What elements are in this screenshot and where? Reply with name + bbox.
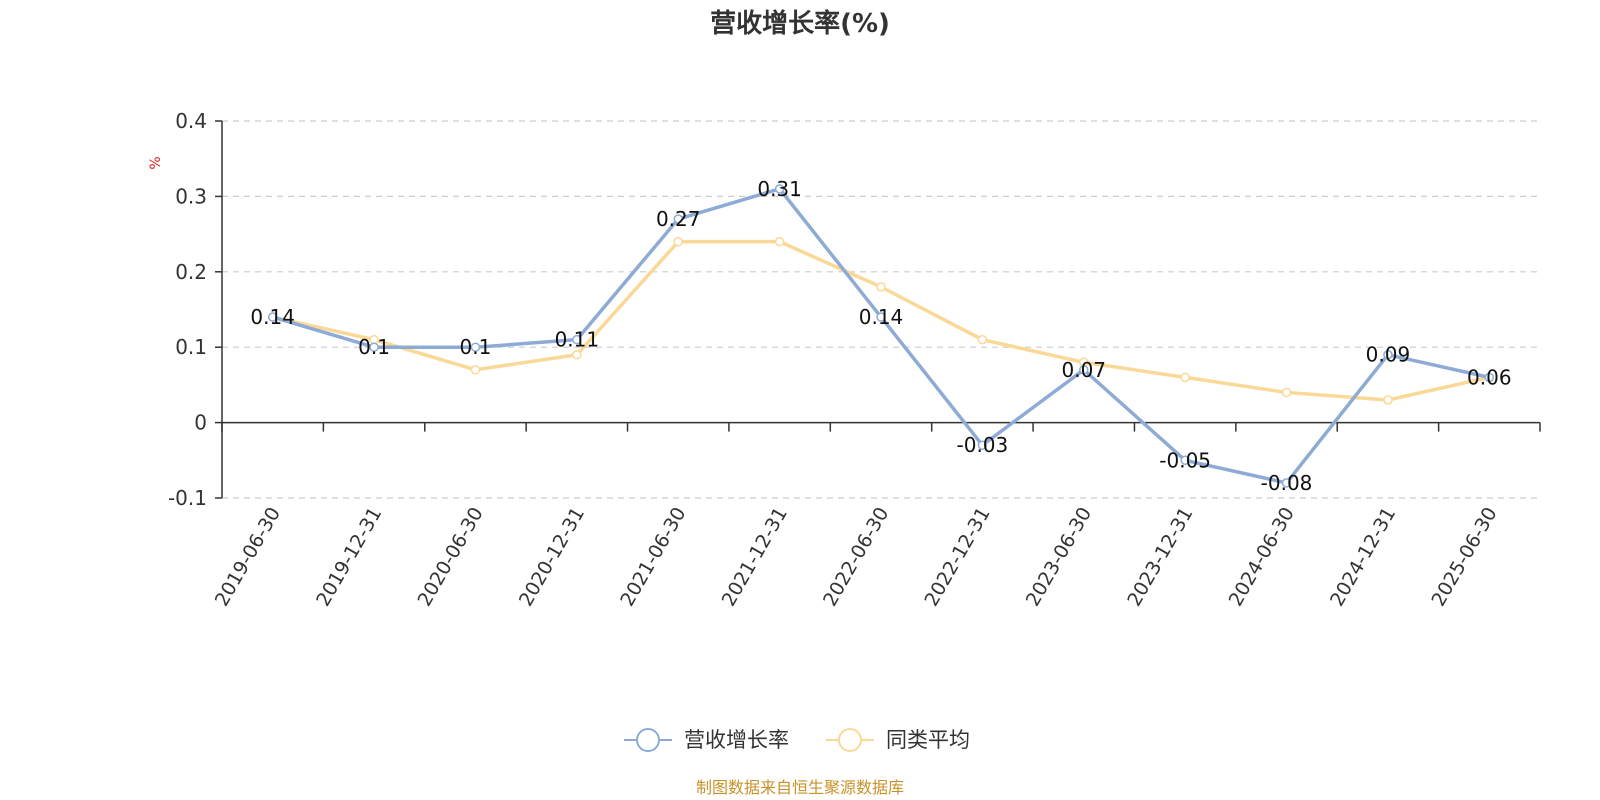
data-label: -0.03 [957,433,1009,457]
x-tick-label: 2021-12-31 [718,504,792,611]
data-point-revenue-growth[interactable] [774,184,785,194]
x-tick-label: 2019-12-31 [312,504,386,611]
data-label: 0.14 [859,305,904,329]
legend-label-revenue-growth: 营收增长率 [684,728,789,752]
x-tick-label: 2022-06-30 [819,504,893,611]
data-point-revenue-growth[interactable] [977,440,988,450]
data-point-revenue-growth[interactable] [1383,349,1393,360]
data-point-peer-average[interactable] [876,282,886,292]
data-point-revenue-growth[interactable] [876,312,886,322]
data-point-peer-average[interactable] [572,349,582,360]
data-point-peer-average[interactable] [673,236,683,247]
legend-marker-revenue-growth [636,728,660,752]
data-point-peer-average[interactable] [977,334,988,345]
data-point-revenue-growth[interactable] [267,312,278,322]
data-point-revenue-growth[interactable] [572,334,582,345]
data-label: -0.08 [1261,471,1313,495]
data-point-peer-average[interactable] [1180,372,1190,383]
y-tick-label: 0.2 [175,260,207,284]
data-point-peer-average[interactable] [1383,395,1393,405]
y-tick-label: 0.1 [175,335,207,359]
data-point-revenue-growth[interactable] [369,342,379,352]
data-point-peer-average[interactable] [470,365,481,375]
chart-title: 营收增长率(%) [710,8,890,39]
data-label: 0.31 [757,177,802,201]
y-tick-label: -0.1 [168,486,207,510]
x-tick-label: 2019-06-30 [211,504,285,611]
y-tick-label: 0 [194,411,207,435]
x-tick-label: 2023-06-30 [1022,504,1096,611]
x-tick-label: 2024-12-31 [1326,504,1400,611]
data-label: 0.27 [656,207,701,231]
y-tick-label: 0.3 [175,184,207,208]
data-label: 0.06 [1467,365,1512,389]
data-label: 0.1 [358,335,390,359]
legend-marker-peer-average [838,728,862,752]
x-tick-label: 2023-12-31 [1123,504,1197,611]
data-point-revenue-growth[interactable] [1180,455,1190,466]
x-tick-label: 2024-06-30 [1225,504,1299,611]
x-tick-label: 2020-06-30 [414,504,488,611]
y-axis-unit: % [148,156,164,169]
data-label: 0.14 [250,305,295,329]
data-point-revenue-growth[interactable] [1281,478,1292,488]
data-point-peer-average[interactable] [1281,387,1292,398]
series-lines [267,184,1495,488]
data-label: 0.07 [1062,358,1107,382]
legend[interactable]: 营收增长率 同类平均 [624,728,970,752]
data-label: 0.09 [1366,343,1411,367]
data-point-revenue-growth[interactable] [673,214,683,224]
legend-label-peer-average: 同类平均 [886,728,970,752]
data-point-revenue-growth[interactable] [1079,365,1089,375]
x-tick-label: 2020-12-31 [515,504,589,611]
x-tick-label: 2021-06-30 [616,504,690,611]
data-labels: 0.14 0.1 0.1 0.11 0.27 0.31 0.14 -0.03 0.07 -0.05… [250,177,1511,495]
legend-item-revenue-growth[interactable]: 营收增长率 [624,728,789,752]
data-point-peer-average[interactable] [774,236,785,247]
x-tick-label: 2025-06-30 [1427,504,1501,611]
y-tick-label: 0.4 [175,109,207,133]
data-point-revenue-growth[interactable] [1484,372,1495,383]
source-note: 制图数据来自恒生聚源数据库 [696,778,904,797]
legend-item-peer-average[interactable]: 同类平均 [826,728,970,752]
data-point-revenue-growth[interactable] [470,342,481,352]
data-label: 0.11 [555,328,600,352]
series-line-revenue-growth [270,187,1492,485]
data-label: 0.1 [460,335,492,359]
x-tick-label: 2022-12-31 [920,504,994,611]
data-label: -0.05 [1159,448,1211,472]
